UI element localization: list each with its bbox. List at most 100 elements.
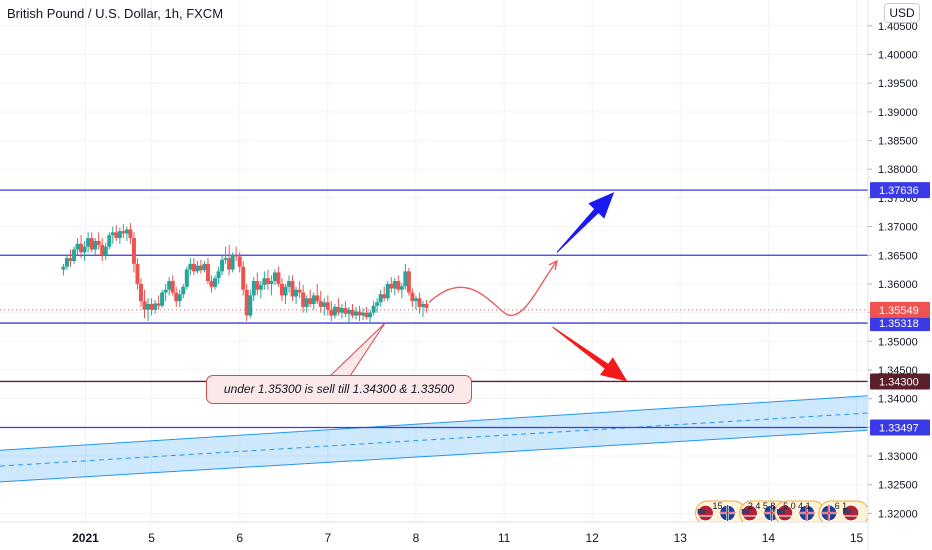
candle-body [413, 298, 418, 302]
price-tick-label: 1.40500 [878, 21, 918, 33]
last-price-label: 1.35549 [879, 305, 919, 317]
candle-body [385, 283, 390, 299]
time-tick-label: 14 [762, 531, 776, 545]
candle-body [424, 304, 429, 309]
event-marker-group[interactable]: 6 1 [818, 500, 870, 526]
candle-body [378, 294, 383, 303]
candle-body [223, 258, 228, 260]
candle-body [160, 292, 165, 306]
candle-body [375, 302, 380, 306]
currency-button[interactable]: USD [884, 3, 920, 23]
flag-canton [697, 509, 706, 514]
candle-body [234, 255, 239, 257]
candle-body [258, 285, 263, 290]
flag-canton [776, 509, 785, 514]
candle-body [146, 304, 151, 310]
candle-body [325, 302, 330, 310]
candle-body [382, 294, 387, 299]
price-tick-label: 1.36000 [878, 279, 918, 291]
projection-path[interactable] [428, 260, 558, 316]
callout-annotation[interactable]: under 1.35300 is sell till 1.34300 & 1.3… [206, 375, 472, 404]
price-tick-label: 1.36500 [878, 250, 918, 262]
candle-body [205, 263, 210, 282]
channel-upper-line[interactable] [0, 395, 869, 451]
price-tick-label: 1.37000 [878, 222, 918, 234]
red-down-arrow[interactable] [552, 326, 628, 382]
channel-lower-line[interactable] [0, 429, 869, 483]
level-price-label-bg [870, 182, 930, 199]
candle-body [93, 240, 98, 250]
candle-body [149, 304, 154, 310]
candle-body [399, 286, 404, 290]
candle-body [142, 301, 147, 310]
candle-body [177, 294, 182, 302]
candle-body [167, 281, 172, 290]
last-price-label-bg [870, 301, 930, 318]
candle-body [318, 301, 323, 307]
candle-body [128, 229, 133, 239]
candle-body [72, 249, 77, 261]
candle-body [420, 304, 425, 307]
candle-body [191, 263, 196, 272]
level-price-label: 1.33497 [879, 423, 919, 435]
user-drawings[interactable] [328, 192, 628, 382]
price-tick-label: 1.33000 [878, 451, 918, 463]
candle-body [248, 295, 253, 316]
candle-body [410, 292, 415, 302]
candle-body [301, 292, 306, 307]
candle-body [114, 232, 119, 239]
candle-body [287, 281, 292, 287]
channel-mid-line [0, 412, 869, 467]
candle-body [241, 266, 246, 290]
candle-body [417, 298, 422, 307]
event-markers[interactable]: 15 2 4 5 8 5 0 4 1 6 1 [695, 500, 870, 526]
candle-body [283, 286, 288, 296]
event-marker-group[interactable]: 15 [695, 500, 747, 526]
candle-body [297, 289, 302, 293]
time-axis-bg [0, 522, 868, 550]
price-tick-label: 1.39500 [878, 78, 918, 90]
candle-body [276, 272, 281, 284]
time-tick-label: 13 [674, 531, 688, 545]
candle-body [269, 281, 274, 284]
candle-body [188, 263, 193, 270]
candle-body [216, 271, 221, 279]
candle-body [103, 246, 108, 256]
event-marker-group[interactable]: 5 0 4 1 [774, 500, 826, 526]
candle-body [354, 311, 359, 316]
candle-body [322, 302, 327, 307]
blue-up-arrow[interactable] [556, 192, 615, 253]
candle-body [339, 308, 344, 313]
candle-body [336, 306, 341, 313]
time-axis[interactable]: 2021 5 6 7 8 11 12 13 14 15 [0, 521, 868, 550]
candle-body [364, 312, 369, 318]
candle-body [343, 308, 348, 314]
regression-channel[interactable] [0, 395, 869, 483]
channel-fill [0, 395, 868, 482]
candle-body [135, 263, 140, 284]
level-price-label-bg [870, 373, 930, 390]
time-tick-label: 12 [585, 531, 599, 545]
flag-canton [741, 509, 750, 514]
price-axis[interactable]: 1.320001.325001.330001.335001.340001.345… [867, 0, 932, 550]
candle-body [230, 255, 235, 270]
event-badge-text: 5 0 4 1 [783, 501, 811, 511]
candle-body [181, 286, 186, 295]
candle-body [131, 238, 136, 264]
candle-body [96, 240, 101, 245]
candle-body [75, 243, 80, 250]
price-tick-label: 1.38500 [878, 136, 918, 148]
candle-body [329, 309, 334, 316]
candle-body [213, 278, 218, 287]
time-tick-label: 6 [236, 531, 243, 545]
candle-body [272, 272, 277, 282]
flag-canton [842, 509, 851, 514]
event-badge-text: 2 4 5 8 [748, 501, 776, 511]
candle-body [392, 281, 397, 289]
candle-body [117, 231, 122, 239]
candle-body [265, 278, 270, 284]
candle-body [174, 292, 179, 302]
candle-body [121, 231, 126, 234]
